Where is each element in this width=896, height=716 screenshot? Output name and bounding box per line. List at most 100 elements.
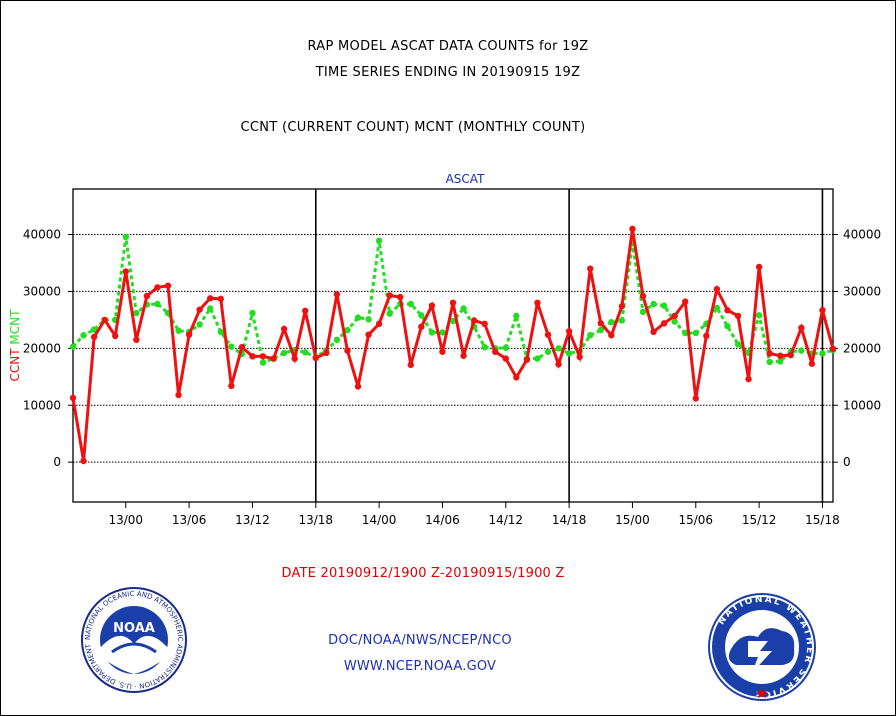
point-mcnt [534,355,541,362]
point-ccnt [333,291,341,298]
point-ccnt [428,302,436,309]
point-mcnt [481,344,488,351]
point-ccnt [492,348,499,355]
point-ccnt [101,316,108,324]
y-axis-label: CCNT MCNT [8,309,22,382]
point-ccnt [439,348,446,355]
y-tick-label: 10000 [23,398,61,412]
point-ccnt [734,312,742,320]
point-ccnt [418,323,425,330]
point-ccnt [122,268,129,275]
point-mcnt [449,317,457,325]
point-ccnt [143,292,151,300]
point-ccnt [597,320,604,327]
point-ccnt [69,394,77,402]
point-mcnt [228,343,235,350]
point-ccnt [513,374,520,381]
x-tick-label: 14/18 [552,513,587,527]
point-mcnt [713,304,721,312]
x-tick-label: 15/18 [805,513,840,527]
y-tick-label: 30000 [23,284,61,298]
point-ccnt [207,295,214,302]
chart-title-line2: TIME SERIES ENDING IN 20190915 19Z [315,65,581,80]
y-tick-label: 40000 [23,228,61,242]
point-ccnt [80,457,87,465]
point-ccnt [650,328,657,336]
point-ccnt [481,320,488,328]
point-ccnt [228,382,235,390]
point-mcnt [418,312,425,319]
point-ccnt [344,347,351,354]
point-ccnt [449,299,457,307]
x-tick-label: 13/00 [108,513,143,527]
point-ccnt [629,225,636,233]
point-ccnt [766,350,773,357]
point-ccnt [829,345,837,353]
point-mcnt [618,317,626,324]
point-mcnt [249,309,256,317]
website-link[interactable]: WWW.NCEP.NOAA.GOV [343,659,497,674]
point-ccnt [470,317,478,324]
point-ccnt [534,299,541,307]
point-ccnt [280,325,288,333]
point-ccnt [354,383,362,390]
point-ccnt [238,344,246,351]
point-ccnt [302,307,309,314]
point-mcnt [608,318,615,326]
point-mcnt [217,328,224,336]
point-ccnt [660,320,668,327]
point-ccnt [154,284,161,291]
point-mcnt [502,344,509,351]
point-ccnt [217,295,224,303]
point-ccnt [808,360,816,367]
point-mcnt [639,308,647,316]
point-ccnt [755,263,763,271]
point-ccnt [523,356,531,363]
point-ccnt [798,324,805,332]
point-ccnt [544,331,552,338]
x-tick-label: 14/06 [425,513,460,527]
point-mcnt [80,332,87,339]
point-ccnt [185,331,193,338]
series-line-ccnt [71,228,835,462]
point-ccnt [375,320,383,328]
point-ccnt [608,332,615,339]
point-mcnt [439,329,446,336]
point-mcnt [302,349,309,356]
x-tick-label: 15/06 [678,513,713,527]
y-tick-label-right: 30000 [843,284,881,298]
point-ccnt [175,391,182,399]
point-ccnt [407,361,414,369]
point-ccnt [682,298,689,305]
point-ccnt [112,332,119,340]
point-ccnt [671,312,678,320]
point-mcnt [386,310,393,317]
panel-title: ASCAT [446,172,485,186]
point-ccnt [323,349,330,357]
point-mcnt [344,326,351,334]
point-mcnt [207,305,214,312]
chart-title-line1: RAP MODEL ASCAT DATA COUNTS for 19Z [307,39,589,54]
y-tick-label: 20000 [23,341,61,355]
point-ccnt [777,352,784,359]
y-axis-label-ccnt: CCNT [8,348,22,382]
point-mcnt [555,345,562,352]
point-ccnt [249,353,256,360]
x-tick-label: 13/18 [298,513,333,527]
point-mcnt [196,321,203,328]
point-ccnt [291,355,298,362]
point-mcnt [259,359,267,366]
x-tick-label: 15/00 [615,513,650,527]
y-tick-label-right: 20000 [843,341,881,355]
point-mcnt [544,348,552,355]
point-ccnt [724,307,731,314]
point-ccnt [365,331,372,338]
point-mcnt [428,329,436,336]
point-ccnt [692,395,699,402]
point-mcnt [122,233,129,241]
point-ccnt [555,361,562,368]
point-mcnt [407,300,414,308]
point-mcnt [354,314,362,321]
point-ccnt [312,354,319,362]
